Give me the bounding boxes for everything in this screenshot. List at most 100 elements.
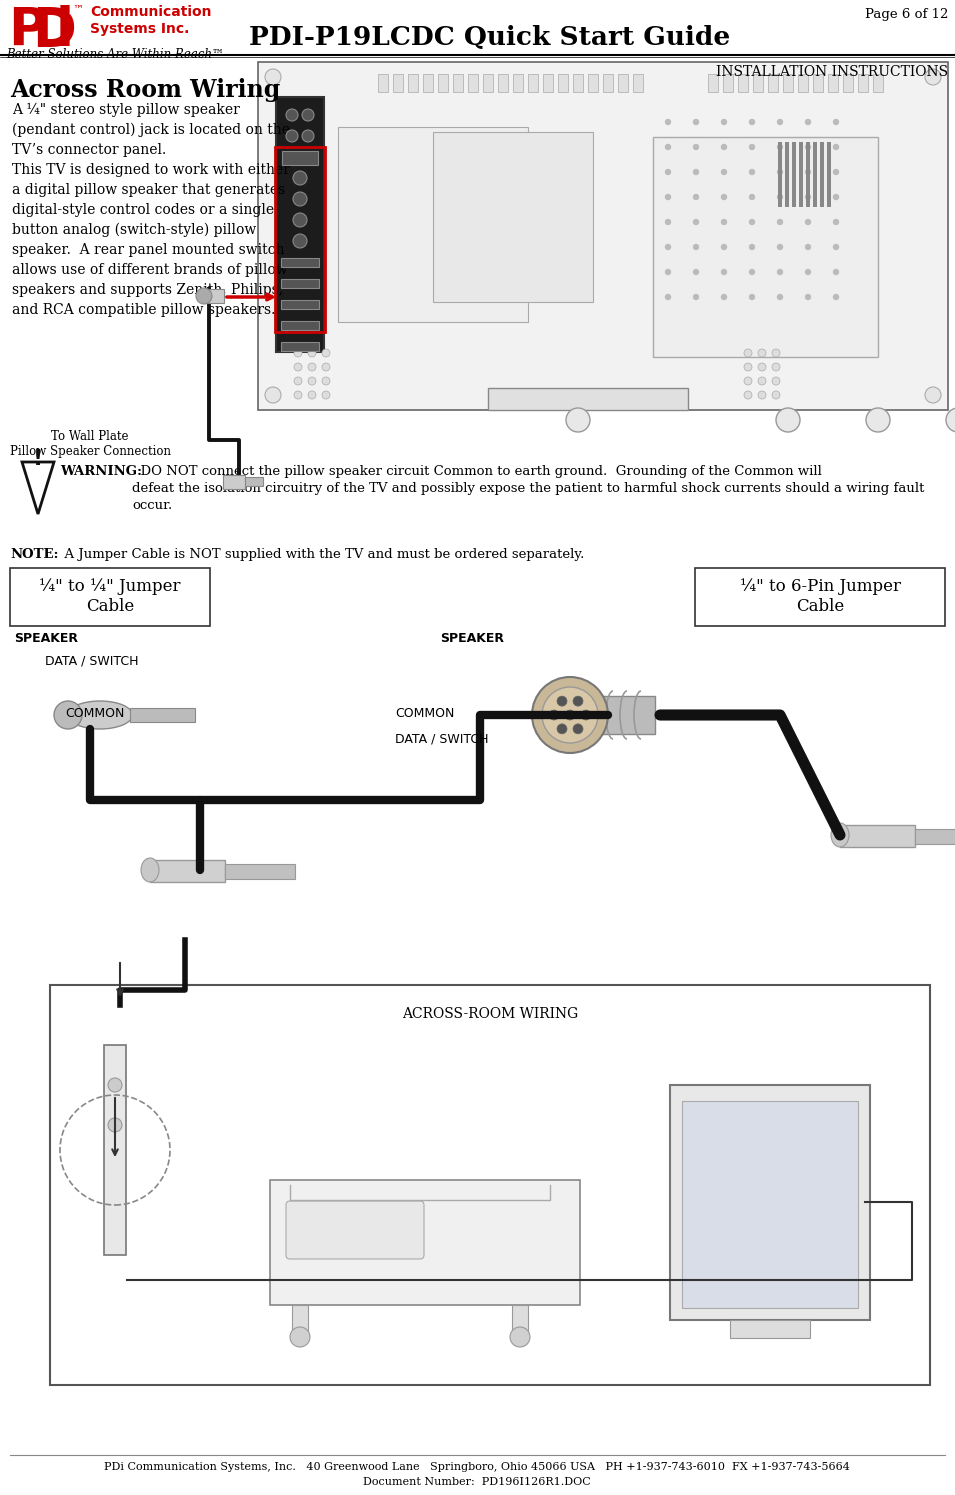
Bar	[204, 289, 224, 303]
Bar	[408, 73, 418, 93]
Circle shape	[866, 408, 890, 432]
Circle shape	[666, 194, 670, 199]
Circle shape	[510, 1328, 530, 1347]
Bar	[708, 73, 718, 93]
Bar	[275, 147, 325, 332]
Circle shape	[322, 348, 330, 357]
Text: speaker.  A rear panel mounted switch: speaker. A rear panel mounted switch	[12, 244, 285, 257]
Bar	[858, 73, 868, 93]
Text: NOTE:: NOTE:	[10, 549, 58, 561]
Circle shape	[721, 220, 727, 224]
Circle shape	[758, 348, 766, 357]
Bar	[768, 73, 778, 93]
Bar	[633, 73, 643, 93]
Circle shape	[294, 392, 302, 399]
Circle shape	[805, 269, 811, 275]
Bar	[575, 697, 655, 734]
Bar	[245, 477, 263, 486]
Text: INSTALLATION INSTRUCTIONS: INSTALLATION INSTRUCTIONS	[716, 64, 948, 79]
Circle shape	[925, 387, 941, 404]
Text: ¼" to 6-Pin Jumper
Cable: ¼" to 6-Pin Jumper Cable	[739, 579, 901, 614]
Bar	[543, 73, 553, 93]
Circle shape	[777, 169, 782, 175]
Circle shape	[293, 170, 307, 185]
Text: speakers and supports Zenith, Philips,: speakers and supports Zenith, Philips,	[12, 283, 283, 298]
Bar	[573, 73, 583, 93]
Circle shape	[693, 145, 698, 150]
Bar	[393, 73, 403, 93]
Bar	[813, 142, 817, 206]
Circle shape	[265, 387, 281, 404]
Circle shape	[750, 295, 754, 299]
Circle shape	[750, 194, 754, 199]
Circle shape	[566, 408, 590, 432]
Text: i: i	[56, 4, 74, 57]
Circle shape	[322, 392, 330, 399]
Circle shape	[805, 145, 811, 150]
Circle shape	[666, 169, 670, 175]
Bar	[513, 73, 523, 93]
Circle shape	[834, 120, 838, 124]
Bar	[682, 1100, 858, 1308]
Circle shape	[721, 295, 727, 299]
Bar	[783, 73, 793, 93]
Bar	[433, 132, 593, 302]
Bar	[813, 73, 823, 93]
Bar	[695, 568, 945, 626]
Circle shape	[834, 295, 838, 299]
Circle shape	[805, 220, 811, 224]
Circle shape	[573, 724, 583, 734]
Text: To Wall Plate
Pillow Speaker Connection: To Wall Plate Pillow Speaker Connection	[10, 431, 171, 457]
Bar	[258, 61, 948, 410]
Text: ¼" to ¼" Jumper
Cable: ¼" to ¼" Jumper Cable	[39, 579, 180, 614]
Circle shape	[693, 269, 698, 275]
Circle shape	[294, 363, 302, 371]
Text: COMMON: COMMON	[65, 707, 124, 721]
Text: PDi Communication Systems, Inc.   40 Greenwood Lane   Springboro, Ohio 45066 USA: PDi Communication Systems, Inc. 40 Green…	[104, 1462, 850, 1488]
Bar	[723, 73, 733, 93]
Circle shape	[108, 1078, 122, 1091]
Bar	[338, 127, 528, 321]
Bar	[558, 73, 568, 93]
Bar	[840, 825, 915, 848]
Circle shape	[693, 169, 698, 175]
Circle shape	[772, 348, 780, 357]
Bar	[753, 73, 763, 93]
Circle shape	[776, 408, 800, 432]
Circle shape	[308, 392, 316, 399]
Circle shape	[777, 295, 782, 299]
Text: !: !	[32, 448, 43, 469]
Bar	[512, 1305, 528, 1334]
Text: (pendant control) jack is located on the: (pendant control) jack is located on the	[12, 123, 290, 138]
Circle shape	[772, 363, 780, 371]
Circle shape	[777, 194, 782, 199]
Circle shape	[666, 295, 670, 299]
Circle shape	[834, 245, 838, 250]
Circle shape	[293, 191, 307, 206]
Polygon shape	[22, 462, 54, 514]
Text: TV’s connector panel.: TV’s connector panel.	[12, 144, 166, 157]
Circle shape	[805, 194, 811, 199]
Circle shape	[573, 697, 583, 706]
Bar	[488, 389, 688, 410]
Text: PDI-P19LCDC Quick Start Guide: PDI-P19LCDC Quick Start Guide	[249, 25, 731, 49]
Circle shape	[693, 120, 698, 124]
Ellipse shape	[68, 701, 133, 730]
Bar	[276, 97, 324, 351]
Bar	[670, 1085, 870, 1320]
Bar	[603, 73, 613, 93]
Ellipse shape	[831, 824, 849, 848]
Circle shape	[557, 697, 567, 706]
Text: button analog (switch-style) pillow: button analog (switch-style) pillow	[12, 223, 256, 238]
Bar	[483, 73, 493, 93]
Bar	[281, 259, 319, 268]
Bar	[150, 860, 225, 882]
Bar	[820, 142, 824, 206]
Circle shape	[721, 245, 727, 250]
Circle shape	[758, 377, 766, 386]
Circle shape	[744, 377, 752, 386]
Circle shape	[750, 220, 754, 224]
Text: Communication
Systems Inc.: Communication Systems Inc.	[90, 4, 211, 36]
Circle shape	[693, 194, 698, 199]
Circle shape	[557, 724, 567, 734]
